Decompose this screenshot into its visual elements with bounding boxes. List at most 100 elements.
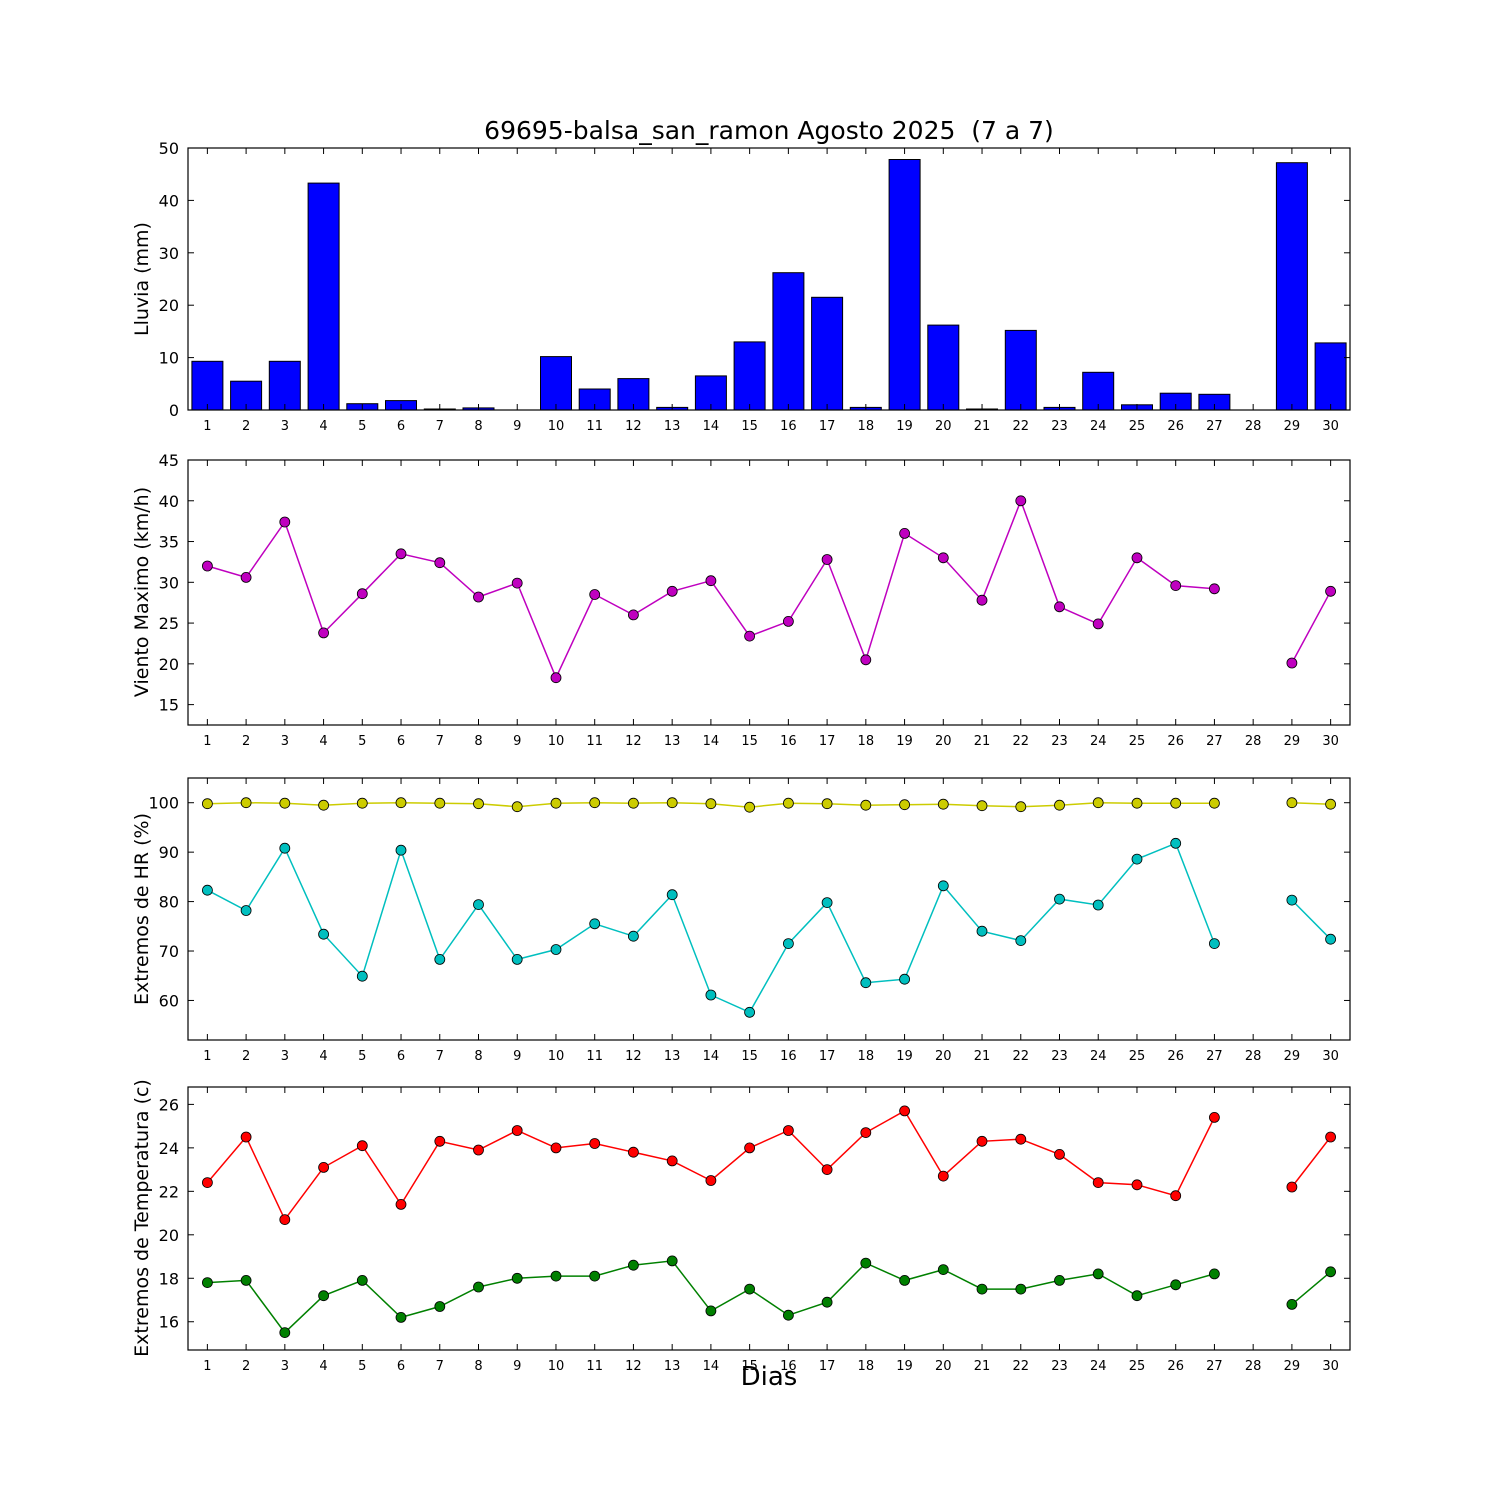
temperatura-xtick-label: 10 [548, 1359, 565, 1374]
hr-maxima-marker-day-23 [1054, 799, 1065, 811]
temperatura-xtick-label: 24 [1090, 1359, 1107, 1374]
hr-minima-marker-day-21 [976, 925, 988, 937]
lluvia-xtick-label: 27 [1206, 419, 1223, 434]
viento-maximo-marker-day-26 [1170, 580, 1182, 591]
viento-xtick-label: 10 [548, 734, 565, 749]
lluvia-bar-day-10 [540, 356, 572, 411]
temperatura-maxima-marker-day-9 [511, 1125, 523, 1136]
lluvia-xtick-label: 4 [319, 419, 327, 434]
viento-xtick-label: 3 [281, 734, 289, 749]
hr-minima-marker-day-17 [821, 897, 833, 908]
viento-xtick-label: 29 [1284, 734, 1301, 749]
viento-xtick-label: 9 [513, 734, 521, 749]
temperatura-xtick-label: 2 [242, 1359, 250, 1374]
lluvia-xtick-label: 17 [819, 419, 836, 434]
viento-maximo-marker-day-21 [976, 594, 988, 606]
temperatura-ytick-label: 26 [159, 1095, 179, 1114]
lluvia-xtick-label: 24 [1090, 419, 1107, 434]
hr-minima-marker-day-23 [1054, 893, 1065, 905]
lluvia-bar-day-1 [191, 360, 224, 411]
viento-maximo-marker-day-8 [473, 591, 484, 603]
lluvia-xtick-label: 16 [780, 419, 797, 434]
temperatura-minima-marker-day-6 [395, 1312, 407, 1323]
temperatura-maxima-marker-day-27 [1209, 1112, 1220, 1123]
hr-ytick-label: 60 [159, 991, 179, 1010]
temperatura-xtick-label: 3 [281, 1359, 289, 1374]
hr-xtick-label: 9 [513, 1049, 521, 1064]
lluvia-ytick-label: 30 [159, 244, 179, 263]
hr-minima-marker-day-19 [899, 973, 910, 985]
hr-xtick-label: 23 [1051, 1049, 1068, 1064]
hr-xtick-label: 15 [741, 1049, 758, 1064]
lluvia-xtick-label: 5 [358, 419, 366, 434]
temperatura-ytick-label: 24 [159, 1139, 179, 1158]
hr-xtick-label: 30 [1322, 1049, 1339, 1064]
temperatura-xtick-label: 8 [474, 1359, 482, 1374]
temperatura-minima-marker-day-1 [201, 1277, 213, 1288]
temperatura-xtick-label: 17 [819, 1359, 836, 1374]
temperatura-maxima-marker-day-11 [589, 1138, 601, 1149]
hr-ytick-label: 80 [159, 893, 179, 912]
viento-xtick-label: 30 [1322, 734, 1339, 749]
temperatura-maxima-marker-day-13 [666, 1155, 678, 1167]
hr-xtick-label: 19 [896, 1049, 913, 1064]
hr-xtick-label: 8 [474, 1049, 482, 1064]
temperatura-xtick-label: 18 [858, 1359, 875, 1374]
lluvia-bar-day-30 [1314, 342, 1347, 411]
viento-maximo-marker-day-29 [1286, 657, 1298, 669]
temperatura-xtick-label: 28 [1245, 1359, 1262, 1374]
hr-minima-marker-day-3 [279, 842, 291, 854]
temperatura-xtick-label: 26 [1167, 1359, 1184, 1374]
viento-maximo-marker-day-6 [395, 548, 407, 560]
viento-xtick-label: 22 [1012, 734, 1029, 749]
hr-minima-marker-day-26 [1170, 837, 1182, 849]
lluvia-xtick-label: 7 [436, 419, 444, 434]
viento-maximo-marker-day-15 [744, 630, 755, 642]
hr-maxima-marker-day-26 [1170, 797, 1182, 809]
lluvia-xtick-label: 29 [1284, 419, 1301, 434]
viento-xtick-label: 24 [1090, 734, 1107, 749]
temperatura-minima-marker-day-23 [1054, 1275, 1065, 1286]
temperatura-minima-marker-day-17 [821, 1296, 833, 1308]
temperatura-maxima-marker-day-6 [395, 1199, 407, 1210]
hr-maxima-marker-day-14 [705, 798, 717, 810]
viento-maximo-marker-day-7 [434, 557, 446, 569]
hr-xtick-label: 21 [974, 1049, 991, 1064]
lluvia-bar-day-29 [1275, 162, 1308, 411]
hr-maxima-marker-day-5 [356, 797, 368, 809]
hr-minima-marker-day-27 [1209, 938, 1220, 949]
temperatura-xtick-label: 13 [664, 1359, 681, 1374]
viento-xtick-label: 21 [974, 734, 991, 749]
viento-maximo-marker-day-25 [1131, 552, 1143, 564]
temperatura-axes-frame [187, 1086, 1351, 1351]
temperatura-maxima-marker-day-19 [899, 1105, 910, 1117]
viento-maximo-marker-day-5 [356, 588, 368, 600]
viento-maximo-marker-day-20 [937, 552, 949, 564]
ylabel-viento-maximo: Viento Maximo (km/h) [131, 486, 153, 698]
hr-xtick-label: 14 [703, 1049, 720, 1064]
viento-xtick-label: 14 [703, 734, 720, 749]
ylabel-lluvia: Lluvia (mm) [131, 222, 153, 336]
lluvia-xtick-label: 8 [474, 419, 482, 434]
viento-maximo-marker-day-2 [240, 572, 252, 583]
temperatura-maxima-marker-day-4 [318, 1162, 330, 1173]
viento-maximo-marker-day-11 [589, 589, 601, 600]
hr-maxima-marker-day-27 [1209, 797, 1220, 809]
temperatura-minima-marker-day-11 [589, 1270, 601, 1282]
hr-xtick-label: 25 [1129, 1049, 1146, 1064]
temperatura-maxima-marker-day-7 [434, 1135, 446, 1147]
viento-maximo-marker-day-17 [821, 554, 833, 565]
temperatura-maxima-marker-day-2 [240, 1131, 252, 1143]
hr-maxima-marker-day-9 [511, 801, 523, 813]
lluvia-ytick-label: 40 [159, 191, 179, 210]
temperatura-minima-marker-day-9 [511, 1272, 523, 1284]
lluvia-xtick-label: 3 [281, 419, 289, 434]
temperatura-xtick-label: 29 [1284, 1359, 1301, 1374]
temperatura-maxima-marker-day-21 [976, 1135, 988, 1147]
temperatura-maxima-marker-day-3 [279, 1214, 291, 1225]
lluvia-xtick-label: 20 [935, 419, 952, 434]
temperatura-maxima-marker-day-8 [473, 1144, 484, 1156]
lluvia-bar-day-17 [811, 296, 844, 411]
viento-maximo-marker-day-3 [279, 516, 291, 528]
